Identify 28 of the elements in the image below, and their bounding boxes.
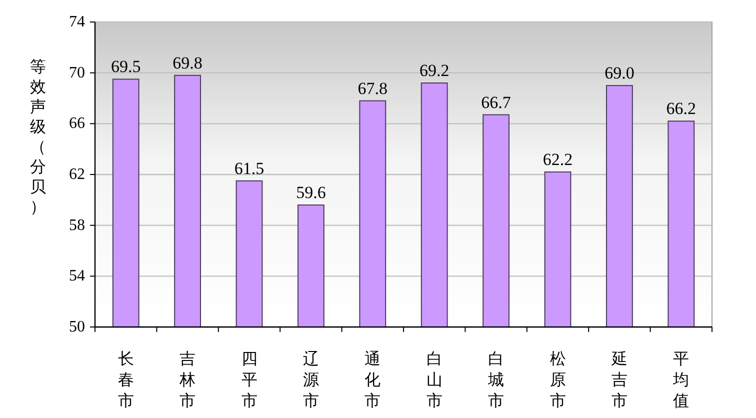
data-label: 69.8 xyxy=(172,53,202,72)
data-label: 69.2 xyxy=(419,61,450,80)
x-tick-label: 延吉市 xyxy=(610,350,628,410)
x-tick-label: 通化市 xyxy=(364,350,381,410)
data-label: 66.2 xyxy=(666,99,696,118)
y-tick-label: 58 xyxy=(69,216,85,234)
x-tick-label: 长春市 xyxy=(118,350,134,410)
data-label: 69.0 xyxy=(604,64,634,83)
x-tick-label: 松原市 xyxy=(550,350,566,410)
x-tick-label: 辽源市 xyxy=(302,350,319,410)
x-tick-label: 白城市 xyxy=(487,351,504,410)
y-tick-label: 50 xyxy=(69,318,85,336)
y-tick-label: 54 xyxy=(69,268,85,285)
data-label: 69.5 xyxy=(110,57,141,76)
y-tick-label: 62 xyxy=(69,166,85,183)
x-tick-label: 平均值 xyxy=(672,351,690,410)
data-label: 61.5 xyxy=(234,158,264,178)
data-label: 59.6 xyxy=(296,183,326,202)
x-tick-label: 四平市 xyxy=(241,351,258,410)
x-tick-label: 吉林市 xyxy=(178,350,196,410)
data-label: 67.8 xyxy=(358,78,388,98)
x-tick-label: 白山市 xyxy=(426,351,442,410)
y-tick-label: 66 xyxy=(69,115,85,132)
y-axis-title: 等效声级（分贝） xyxy=(30,58,46,216)
data-label: 62.2 xyxy=(542,150,573,169)
data-label: 66.7 xyxy=(481,92,512,112)
y-tick-label: 70 xyxy=(69,64,85,82)
y-tick-label: 74 xyxy=(69,14,85,30)
